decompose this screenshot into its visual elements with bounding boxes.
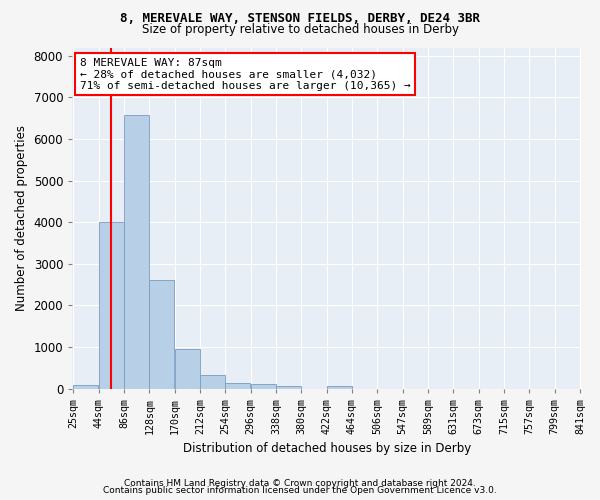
Text: 8, MEREVALE WAY, STENSON FIELDS, DERBY, DE24 3BR: 8, MEREVALE WAY, STENSON FIELDS, DERBY, … <box>120 12 480 26</box>
Bar <box>73 386 98 388</box>
Text: Size of property relative to detached houses in Derby: Size of property relative to detached ho… <box>142 22 458 36</box>
Bar <box>251 384 276 388</box>
Bar <box>124 115 149 388</box>
Text: 8 MEREVALE WAY: 87sqm
← 28% of detached houses are smaller (4,032)
71% of semi-d: 8 MEREVALE WAY: 87sqm ← 28% of detached … <box>80 58 410 91</box>
Bar <box>200 376 225 388</box>
Bar <box>175 348 200 389</box>
Text: Contains HM Land Registry data © Crown copyright and database right 2024.: Contains HM Land Registry data © Crown c… <box>124 478 476 488</box>
X-axis label: Distribution of detached houses by size in Derby: Distribution of detached houses by size … <box>182 442 471 455</box>
Bar <box>226 384 250 388</box>
Text: Contains public sector information licensed under the Open Government Licence v3: Contains public sector information licen… <box>103 486 497 495</box>
Bar <box>326 386 352 388</box>
Bar <box>276 386 301 388</box>
Bar <box>99 222 124 388</box>
Y-axis label: Number of detached properties: Number of detached properties <box>15 125 28 311</box>
Bar <box>149 280 175 388</box>
